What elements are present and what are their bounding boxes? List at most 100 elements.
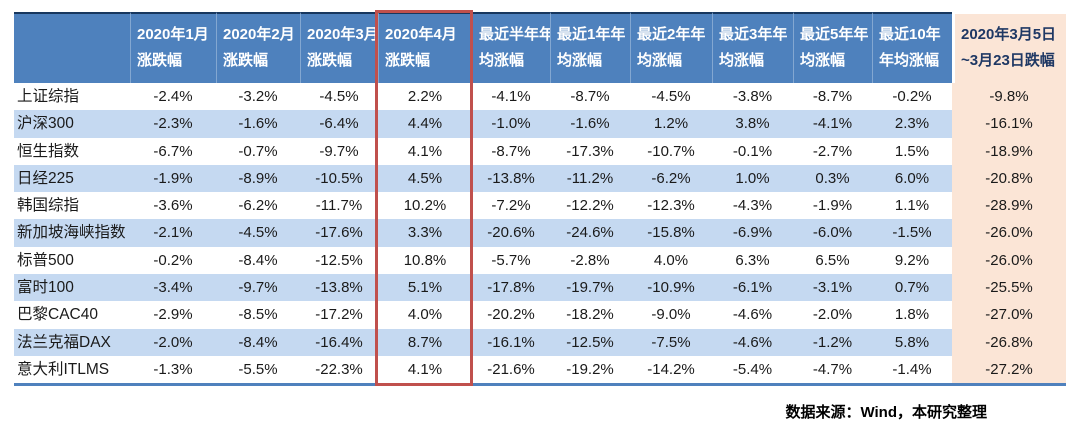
cell: -26.8% xyxy=(952,328,1066,356)
cell: -1.2% xyxy=(812,333,853,351)
cell: 4.1% xyxy=(407,360,443,378)
cell: -13.8% xyxy=(315,279,363,297)
column-header-text: 最近半年年 xyxy=(479,26,550,43)
cell: -3.4% xyxy=(153,279,193,297)
cell: -0.7% xyxy=(238,142,278,160)
row-label: 恒生指数 xyxy=(17,142,80,160)
cell: -2.8% xyxy=(570,251,610,269)
row-label: 上证综指 xyxy=(17,88,80,105)
column-header-text: 最近10年 xyxy=(879,26,941,43)
cell: -8.7% xyxy=(570,88,610,105)
cell: -20.2% xyxy=(487,306,535,324)
column-header-10: 最近10年年均涨幅 xyxy=(872,12,952,83)
cell: -10.9% xyxy=(647,279,695,297)
table-body: 上证综指 -2.4% -3.2% -4.5% 2.2% -4.1% -8.7% -4.5% -3… xyxy=(14,83,1066,384)
cell: -6.7% xyxy=(153,142,193,160)
cell: -9.0% xyxy=(651,306,691,324)
cell: -12.5% xyxy=(566,333,614,351)
cell: -8.5% xyxy=(238,306,278,324)
cell: -12.3% xyxy=(647,197,695,215)
cell: -19.7% xyxy=(566,279,614,297)
cell: 8.7% xyxy=(407,333,443,351)
table-row: 意大利ITLMS -1.3% -5.5% -22.3% 4.1% -21.6% -19.2%… xyxy=(14,355,1066,384)
column-header-text: 最近3年年 xyxy=(719,26,788,43)
index-performance-table: 2020年1月 涨跌幅 2020年2月 涨跌幅 2020年3月 涨跌幅 2020年4月 涨跌幅… xyxy=(14,10,1066,387)
cell: 9.2% xyxy=(894,251,930,269)
cell: -7.5% xyxy=(651,333,691,351)
cell: -8.7% xyxy=(491,142,531,160)
cell: -1.3% xyxy=(153,360,193,378)
column-header-text: 均涨幅 xyxy=(479,52,525,69)
cell: -8.4% xyxy=(238,251,278,269)
cell: -6.2% xyxy=(651,169,691,187)
cell: -3.8% xyxy=(732,88,773,105)
cell: -1.6% xyxy=(238,115,278,133)
cell: -11.2% xyxy=(566,169,614,187)
table-header-row: 2020年1月 涨跌幅 2020年2月 涨跌幅 2020年3月 涨跌幅 2020年4月 涨跌幅… xyxy=(14,12,1066,83)
column-header-4: 2020年4月 涨跌幅 xyxy=(378,12,472,83)
column-header-text: 最近1年年 xyxy=(557,26,626,43)
column-header-11: 2020年3月5日 ~3月23日跌幅 xyxy=(952,12,1066,83)
row-label: 新加坡海峡指数 xyxy=(17,224,126,242)
column-header-0 xyxy=(14,12,130,83)
cell: -2.4% xyxy=(153,88,193,105)
cell: 3.3% xyxy=(407,224,443,242)
cell: -14.2% xyxy=(647,360,695,378)
cell: -18.9% xyxy=(952,137,1066,165)
cell: -7.2% xyxy=(491,197,531,215)
column-header-text: 均涨幅 xyxy=(557,52,603,69)
cell: 1.1% xyxy=(894,197,930,215)
cell: -2.9% xyxy=(153,306,193,324)
cell: -1.6% xyxy=(570,115,610,133)
cell: -5.5% xyxy=(238,360,278,378)
cell: -15.8% xyxy=(647,224,695,242)
column-header-2: 2020年2月 涨跌幅 xyxy=(216,12,300,83)
table-row: 富时100 -3.4% -9.7% -13.8% 5.1% -17.8% -19.7% -10… xyxy=(14,274,1066,302)
cell: -28.9% xyxy=(952,192,1066,220)
cell: -19.2% xyxy=(566,360,614,378)
cell: 0.3% xyxy=(815,169,850,187)
cell: -1.4% xyxy=(892,360,932,378)
table-row: 恒生指数 -6.7% -0.7% -9.7% 4.1% -8.7% -17.3% -10.7%… xyxy=(14,137,1066,165)
table-row: 上证综指 -2.4% -3.2% -4.5% 2.2% -4.1% -8.7% -4.5% -3… xyxy=(14,83,1066,111)
cell: -26.0% xyxy=(952,219,1066,247)
cell: -20.6% xyxy=(487,224,535,242)
cell: 6.0% xyxy=(894,169,930,187)
cell: -3.1% xyxy=(812,279,853,297)
cell: -24.6% xyxy=(566,224,614,242)
cell: -11.7% xyxy=(315,197,363,215)
cell: -17.6% xyxy=(315,224,363,242)
cell: -3.2% xyxy=(238,88,278,105)
column-header-8: 最近3年年 均涨幅 xyxy=(712,12,793,83)
cell: -6.2% xyxy=(238,197,278,215)
cell: -6.4% xyxy=(319,115,359,133)
row-label: 日经225 xyxy=(17,169,74,187)
cell: 4.0% xyxy=(407,306,443,324)
table-row: 日经225 -1.9% -8.9% -10.5% 4.5% -13.8% -11.2% -6.… xyxy=(14,164,1066,193)
cell: 0.7% xyxy=(894,279,930,297)
data-source-note: 数据来源：Wind，本研究整理 xyxy=(785,404,987,421)
cell: 1.8% xyxy=(894,306,930,324)
cell: -4.5% xyxy=(651,88,691,105)
table-row: 韩国综指 -3.6% -6.2% -11.7% 10.2% -7.2% -12.2% -12.… xyxy=(14,192,1066,220)
cell: -10.7% xyxy=(647,142,695,160)
column-header-text: 年均涨幅 xyxy=(879,52,940,69)
table-row: 沪深300 -2.3% -1.6% -6.4% 4.4% -1.0% -1.6% 1.2% 3.… xyxy=(14,110,1066,138)
cell: -6.9% xyxy=(732,224,773,242)
cell: -2.1% xyxy=(153,224,193,242)
cell: -9.8% xyxy=(952,83,1066,111)
cell: -26.0% xyxy=(952,246,1066,275)
column-header-1: 2020年1月 涨跌幅 xyxy=(130,12,216,83)
row-label: 法兰克福DAX xyxy=(17,333,111,351)
cell: -4.6% xyxy=(732,306,773,324)
column-header-text: 2020年3月 xyxy=(307,26,378,43)
cell: -8.7% xyxy=(812,88,853,105)
cell: -4.6% xyxy=(732,333,773,351)
cell: -5.4% xyxy=(732,360,773,378)
column-header-text: 最近2年年 xyxy=(637,26,706,43)
cell: -4.7% xyxy=(812,360,853,378)
column-header-text: 2020年1月 xyxy=(137,26,209,43)
cell: -17.3% xyxy=(566,142,614,160)
cell: 6.5% xyxy=(815,251,850,269)
